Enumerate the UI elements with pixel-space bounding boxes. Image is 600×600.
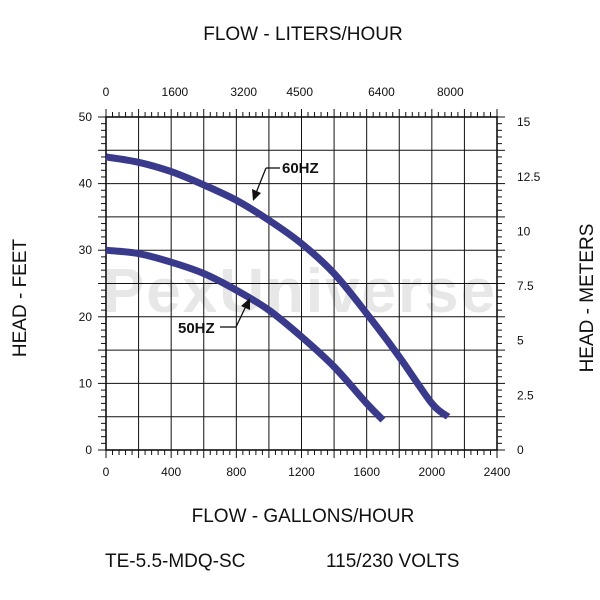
left-axis-title: HEAD - FEET (10, 238, 31, 357)
right-tick-label: 5 (517, 334, 524, 348)
right-tick-label: 12.5 (517, 170, 541, 184)
top-axis-title: FLOW - LITERS/HOUR (203, 24, 403, 45)
grid (106, 117, 497, 450)
arrow-head-60hz (252, 189, 261, 201)
top-tick-label: 3200 (230, 85, 257, 99)
bottom-tick-label: 1600 (353, 465, 380, 479)
series-line-50hz (105, 246, 386, 423)
plot-frame (98, 109, 505, 458)
series-curves (105, 153, 451, 423)
right-tick-label: 7.5 (517, 279, 534, 293)
right-axis-title: HEAD - METERS (577, 224, 598, 373)
bottom-tick-label: 1200 (288, 465, 315, 479)
top-tick-label: 6400 (368, 85, 395, 99)
right-tick-label: 0 (517, 443, 524, 457)
left-tick-label: 40 (79, 177, 93, 191)
curve-labels: 60HZ 50HZ (178, 160, 319, 337)
arrow-head-50hz (241, 298, 250, 310)
left-tick-label: 50 (79, 110, 93, 124)
bottom-tick-label: 400 (161, 465, 181, 479)
right-tick-label: 10 (517, 224, 531, 238)
right-tick-label: 2.5 (517, 388, 534, 402)
model-name: TE-5.5-MDQ-SC (105, 551, 245, 572)
series-label-60hz: 60HZ (282, 160, 319, 177)
bottom-tick-label: 0 (103, 465, 110, 479)
bottom-tick-label: 2400 (484, 465, 511, 479)
top-tick-label: 0 (103, 85, 110, 99)
watermark-logo: PexUniverse (103, 257, 497, 326)
tick-labels: 0 400 800 1200 1600 2000 2400 0 10 20 30 40 50 0 2.5 5 7… (79, 85, 541, 479)
left-tick-label: 20 (79, 310, 93, 324)
leader-line-60hz (255, 167, 267, 194)
right-tick-label: 15 (517, 115, 531, 129)
voltage-rating: 115/230 VOLTS (326, 551, 459, 572)
series-line-60hz (105, 153, 451, 420)
bottom-tick-label: 800 (226, 465, 246, 479)
top-tick-label: 8000 (437, 85, 464, 99)
bottom-axis-title: FLOW - GALLONS/HOUR (192, 506, 415, 527)
bottom-tick-label: 2000 (418, 465, 445, 479)
left-tick-label: 10 (79, 376, 93, 390)
left-tick-label: 0 (85, 443, 92, 457)
leader-line-50hz (235, 305, 247, 328)
top-tick-label: 4500 (286, 85, 313, 99)
left-tick-label: 30 (79, 243, 93, 257)
series-label-50hz: 50HZ (178, 320, 215, 337)
top-tick-label: 1600 (162, 85, 189, 99)
